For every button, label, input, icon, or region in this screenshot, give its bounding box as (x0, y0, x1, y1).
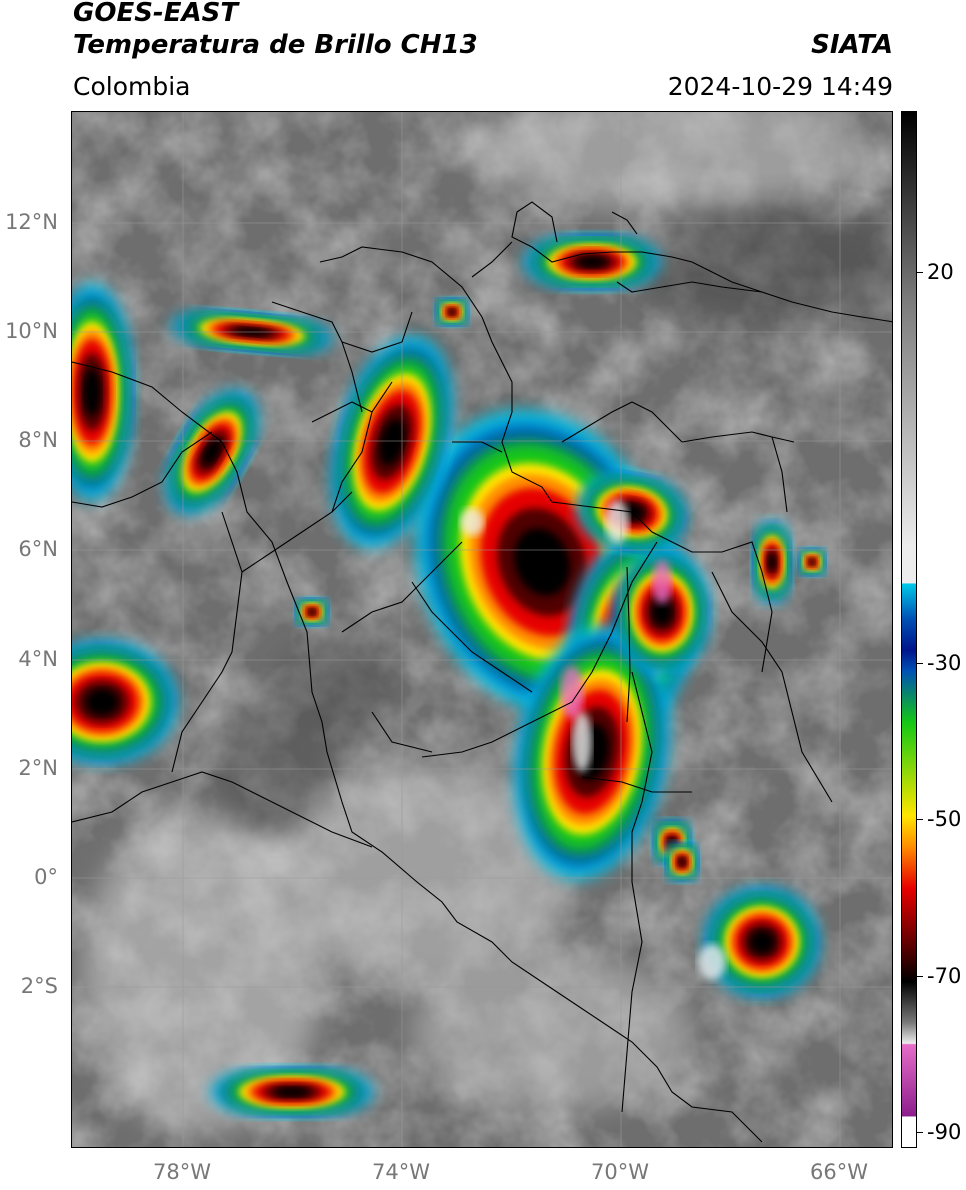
colorbar-tick-minus50 (917, 819, 923, 820)
lon-label-66w: 66°W (810, 1160, 868, 1184)
country-borders (72, 201, 892, 1143)
storm-cell (577, 256, 607, 268)
storm-cell (809, 559, 815, 565)
storm-cell (651, 598, 673, 626)
temperature-colorbar (901, 111, 917, 1148)
storm-cell (308, 609, 316, 615)
storm-cell (749, 930, 775, 954)
storm-cell (767, 553, 777, 571)
colorbar-tick-minus90 (917, 1132, 923, 1133)
colorbar-label-20: 20 (927, 260, 954, 284)
lat-label-2s: 2°S (20, 974, 58, 998)
light-cloud-regions (82, 112, 872, 1132)
colorbar-label-minus50: -50 (927, 807, 962, 831)
brand-label: SIATA (811, 30, 893, 60)
storm-cell (514, 528, 570, 596)
overshooting-top (572, 712, 592, 772)
lat-label-6n: 6°N (18, 537, 58, 561)
colorbar-tick-minus30 (917, 663, 923, 664)
colorbar-label-minus70: -70 (927, 964, 962, 988)
storm-cell (202, 438, 222, 466)
product-title: Temperatura de Brillo CH13 (73, 30, 478, 60)
storm-cell (83, 368, 101, 416)
lat-label-8n: 8°N (18, 428, 58, 452)
timestamp-label: 2024-10-29 14:49 (667, 72, 893, 101)
storm-cell (85, 688, 119, 716)
dark-clear-regions (212, 202, 892, 832)
storm-cell (274, 1086, 310, 1098)
colorbar-tick-minus70 (917, 976, 923, 977)
lat-label-2n: 2°N (18, 756, 58, 780)
overshooting-top (652, 560, 672, 604)
overshooting-top (460, 508, 484, 536)
gridlines (72, 112, 892, 1147)
map-canvas (72, 112, 892, 1147)
lon-label-78w: 78°W (153, 1160, 211, 1184)
lat-label-0: 0° (34, 865, 58, 889)
storm-cell (378, 418, 406, 466)
satellite-title: GOES-EAST (73, 0, 239, 28)
region-label: Colombia (73, 72, 191, 101)
colorbar-tick-20 (917, 272, 923, 273)
overshooting-top (560, 666, 584, 718)
storm-cell (448, 309, 456, 315)
colorbar-label-minus90: -90 (927, 1120, 962, 1144)
lat-label-10n: 10°N (5, 319, 58, 343)
satellite-map (71, 111, 893, 1148)
lon-label-70w: 70°W (591, 1160, 649, 1184)
storm-cell (678, 857, 686, 867)
colorbar-label-minus30: -30 (927, 651, 962, 675)
lon-label-74w: 74°W (372, 1160, 430, 1184)
lat-label-12n: 12°N (5, 210, 58, 234)
storm-cell (667, 837, 677, 847)
overshooting-top (698, 944, 726, 980)
overshooting-top (605, 500, 629, 544)
lat-label-4n: 4°N (18, 647, 58, 671)
